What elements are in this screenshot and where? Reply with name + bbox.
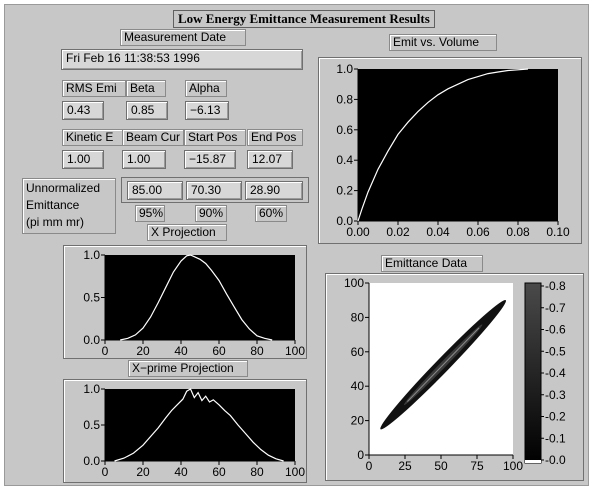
emit-vs-volume-xtick-label: 0.10	[546, 225, 570, 239]
x-projection-frame	[63, 245, 307, 359]
emit-vs-volume-ytick-label: 0.8	[336, 92, 353, 106]
colorbar-tick-label: -0.1	[545, 431, 566, 445]
emittance-ridge	[407, 327, 480, 402]
xprime-projection-xtick-label: 0	[102, 465, 109, 479]
colorbar-min-swatch	[525, 460, 541, 463]
emittance-60-field[interactable]: 28.90	[245, 181, 303, 200]
xprime-projection-series-line	[114, 388, 284, 462]
colorbar-tick-label: -0.0	[545, 453, 566, 467]
emittance-data-label: Emittance Data	[381, 255, 483, 272]
alpha-label: Alpha	[185, 80, 227, 97]
xprime-projection-frame	[63, 379, 307, 483]
colorbar-tick-label: -0.3	[545, 388, 566, 402]
unnormalized-line: Unnormalized	[26, 181, 101, 195]
colorbar-tick-label: -0.7	[545, 301, 566, 315]
x-projection-xtick-label: 80	[250, 344, 264, 358]
beta-label: Beta	[126, 80, 166, 97]
xprime-projection-ytick-label: 0.0	[83, 454, 100, 468]
x-projection-chart: 0.0 0.5 1.0 0 20 40 60 80 100	[83, 248, 305, 358]
xprime-projection-xtick-label: 40	[174, 465, 188, 479]
emit-vs-volume-ytick-label: 0.4	[336, 153, 353, 167]
xprime-projection-chart: 0.0 0.5 1.0 0 20 40 60 80 100	[83, 382, 305, 479]
emit-vs-volume-ytick-label: 0.2	[336, 184, 353, 198]
xprime-projection-xtick-label: 60	[212, 465, 226, 479]
x-projection-plot-area	[105, 255, 295, 340]
x-projection-ytick-label: 0.5	[83, 291, 100, 305]
emittance-ytick-label: 40	[351, 379, 365, 393]
end-position-label: End Pos	[247, 129, 303, 146]
emittance-xtick-label: 75	[470, 459, 484, 473]
emittance-data-chart: 0 20 40 60 80 100 0 25 50 75 100 -0.8 -0.7 -0.6 -0.5 -0…	[344, 276, 566, 473]
units-line: (pi mm mr)	[26, 215, 84, 229]
panel-title: Low Energy Emittance Measurement Results	[173, 10, 435, 28]
x-projection-xtick-label: 0	[102, 344, 109, 358]
emittance-ytick-label: 20	[351, 414, 365, 428]
rms-emittance-field[interactable]: 0.43	[62, 101, 104, 120]
emit-vs-volume-xtick-label: 0.08	[506, 225, 530, 239]
colorbar-tick-label: -0.2	[545, 410, 566, 424]
beta-field[interactable]: 0.85	[126, 101, 168, 120]
xprime-projection-label: X−prime Projection	[128, 360, 248, 377]
x-projection-ytick-label: 1.0	[83, 248, 100, 262]
emittance-data-frame	[325, 273, 584, 481]
emittance-xtick-label: 100	[503, 459, 523, 473]
emit-volume-label: Emit vs. Volume	[389, 34, 497, 51]
emit-volume-chart: 0.0 0.2 0.4 0.6 0.8 1.0 0.00 0.02 0.04 0.06 0.08 0.…	[336, 62, 570, 239]
front-panel: Low Energy Emittance Measurement Results…	[4, 4, 589, 486]
colorbar-tick-label: -0.6	[545, 323, 566, 337]
colorbar	[524, 282, 542, 464]
xprime-projection-ytick-label: 0.5	[83, 418, 100, 432]
percent-95-label: 95%	[135, 205, 165, 222]
measurement-date-field[interactable]: Fri Feb 16 11:38:53 1996	[61, 49, 303, 70]
measurement-date-label: Measurement Date	[120, 29, 246, 46]
xprime-projection-xtick-label: 100	[285, 465, 305, 479]
emit-vs-volume-xtick-label: 0.06	[466, 225, 490, 239]
emit-vs-volume-xtick-label: 0.02	[386, 225, 410, 239]
emit-vs-volume-ytick-label: 1.0	[336, 62, 353, 76]
x-projection-series-line	[120, 254, 273, 341]
emit-vs-volume-xtick-label: 0.04	[426, 225, 450, 239]
emit-volume-frame	[318, 57, 582, 244]
emittance-line: Emittance	[26, 198, 80, 212]
colorbar-tick-label: -0.8	[545, 279, 566, 293]
emittance-ytick-label: 80	[351, 310, 365, 324]
colorbar-tick-label: -0.4	[545, 366, 566, 380]
emittance-xtick-label: 0	[366, 459, 373, 473]
xprime-projection-ytick-label: 1.0	[83, 382, 100, 396]
emittance-xtick-label: 25	[398, 459, 412, 473]
end-position-field[interactable]: 12.07	[247, 150, 293, 169]
unnormalized-emittance-label: Unnormalized Emittance (pi mm mr)	[22, 178, 116, 234]
percent-60-label: 60%	[255, 205, 287, 222]
emit-vs-volume-series-line	[357, 68, 529, 222]
emit-vs-volume-xtick-label: 0.00	[346, 225, 370, 239]
emittance-xtick-label: 50	[434, 459, 448, 473]
emittance-ytick-label: 100	[344, 276, 364, 290]
rms-emittance-label: RMS Emi	[62, 80, 126, 97]
x-projection-xtick-label: 60	[212, 344, 226, 358]
emit-vs-volume-ytick-label: 0.6	[336, 123, 353, 137]
beam-current-label: Beam Cur	[122, 129, 184, 146]
start-position-label: Start Pos	[184, 129, 246, 146]
x-projection-xtick-label: 100	[285, 344, 305, 358]
emit-vs-volume-plot-area	[358, 69, 558, 221]
xprime-projection-xtick-label: 80	[250, 465, 264, 479]
percent-90-label: 90%	[195, 205, 227, 222]
x-projection-label: X Projection	[147, 224, 227, 241]
xprime-projection-xtick-label: 20	[136, 465, 150, 479]
x-projection-xtick-label: 40	[174, 344, 188, 358]
start-position-field[interactable]: −15.87	[184, 150, 236, 169]
x-projection-xtick-label: 20	[136, 344, 150, 358]
beam-current-field[interactable]: 1.00	[122, 150, 166, 169]
kinetic-energy-label: Kinetic E	[62, 129, 124, 146]
emittance-ytick-label: 0	[357, 448, 364, 462]
xprime-projection-plot-area	[105, 389, 295, 461]
colorbar-tick-label: -0.5	[545, 344, 566, 358]
alpha-field[interactable]: −6.13	[185, 101, 229, 120]
emittance-95-field[interactable]: 85.00	[127, 181, 183, 200]
emit-vs-volume-ytick-label: 0.0	[336, 214, 353, 228]
emittance-90-field[interactable]: 70.30	[186, 181, 242, 200]
emittance-ytick-label: 60	[351, 345, 365, 359]
x-projection-ytick-label: 0.0	[83, 333, 100, 347]
kinetic-energy-field[interactable]: 1.00	[62, 150, 104, 169]
